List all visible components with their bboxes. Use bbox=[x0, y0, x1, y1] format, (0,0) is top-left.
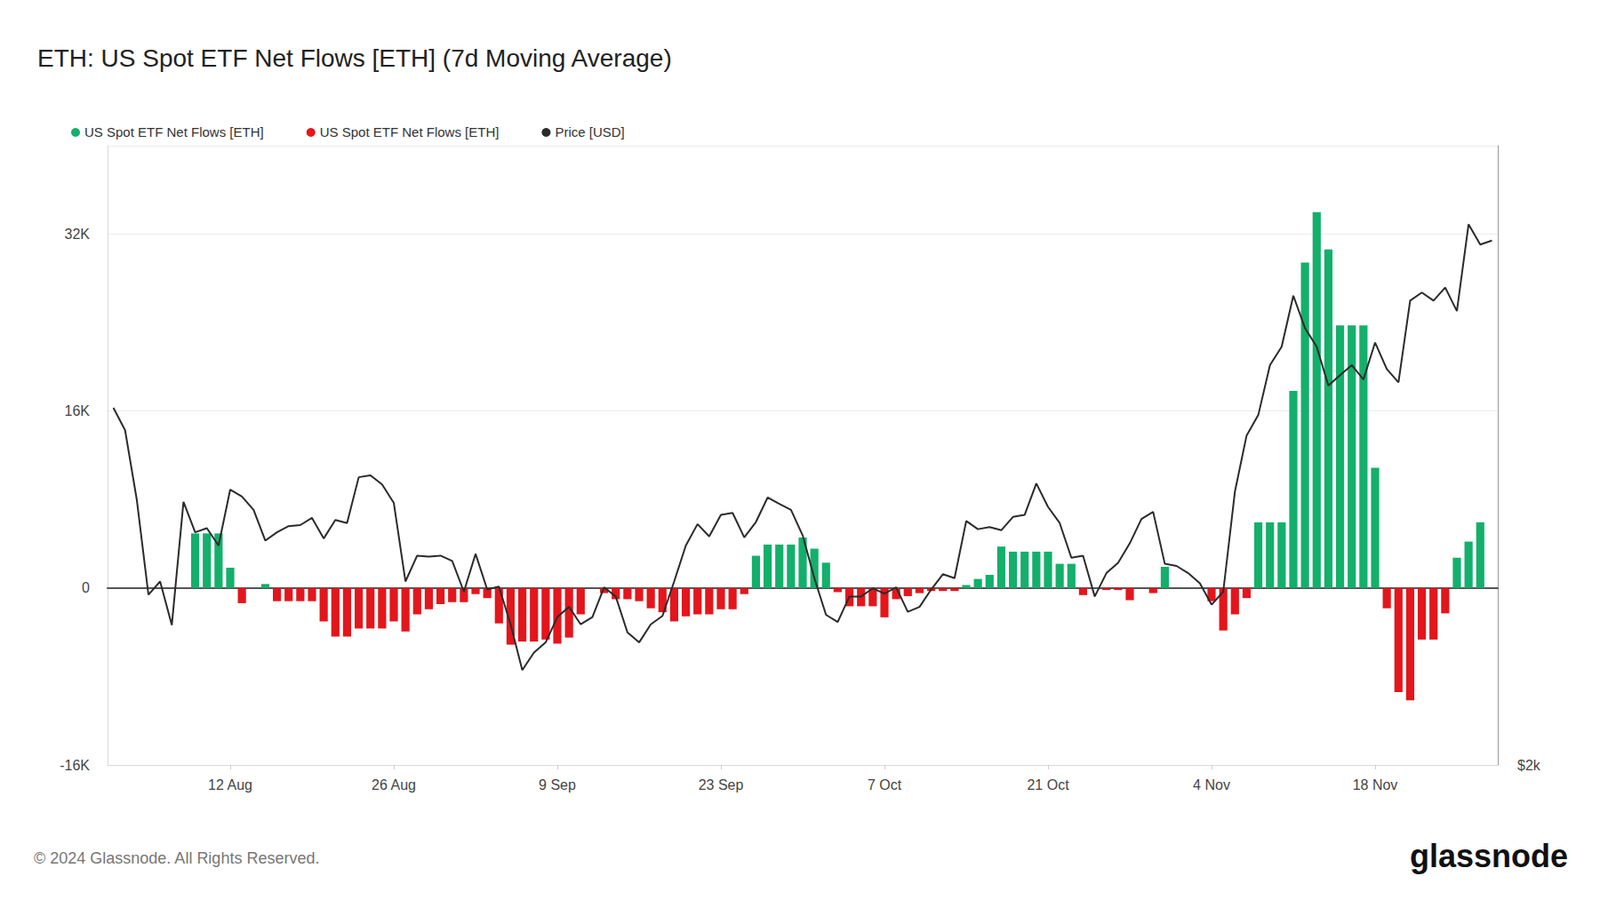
svg-text:glassnode: glassnode bbox=[1409, 838, 1568, 875]
svg-text:32K: 32K bbox=[64, 226, 91, 242]
svg-text:9 Sep: 9 Sep bbox=[538, 777, 576, 793]
svg-text:US Spot ETF Net Flows [ETH]: US Spot ETF Net Flows [ETH] bbox=[320, 124, 500, 140]
svg-text:US Spot ETF Net Flows [ETH]: US Spot ETF Net Flows [ETH] bbox=[84, 124, 264, 140]
svg-text:21 Oct: 21 Oct bbox=[1026, 777, 1070, 793]
svg-text:© 2024 Glassnode. All Rights R: © 2024 Glassnode. All Rights Reserved. bbox=[33, 849, 320, 868]
svg-text:0: 0 bbox=[81, 580, 90, 596]
svg-text:Price [USD]: Price [USD] bbox=[554, 124, 624, 140]
svg-text:26 Aug: 26 Aug bbox=[371, 777, 416, 793]
svg-text:-16K: -16K bbox=[59, 758, 90, 774]
svg-text:18 Nov: 18 Nov bbox=[1352, 777, 1399, 793]
svg-text:ETH: US Spot ETF Net Flows [ET: ETH: US Spot ETF Net Flows [ETH] (7d Mov… bbox=[37, 44, 672, 72]
svg-text:23 Sep: 23 Sep bbox=[698, 777, 744, 793]
svg-text:12 Aug: 12 Aug bbox=[208, 777, 253, 793]
svg-text:7 Oct: 7 Oct bbox=[867, 777, 903, 793]
svg-text:4 Nov: 4 Nov bbox=[1192, 777, 1231, 793]
svg-text:$2k: $2k bbox=[1517, 758, 1542, 774]
svg-text:16K: 16K bbox=[64, 403, 91, 419]
